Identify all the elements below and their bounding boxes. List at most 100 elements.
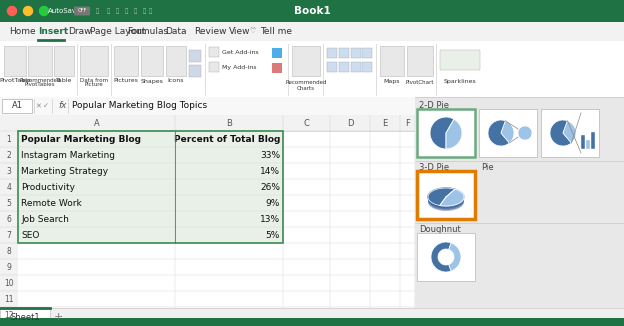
Text: Review: Review (194, 27, 227, 36)
Text: PivotChart: PivotChart (406, 80, 434, 84)
FancyBboxPatch shape (209, 62, 219, 72)
Text: A: A (94, 118, 99, 127)
Text: Marketing Strategy: Marketing Strategy (21, 167, 108, 175)
FancyBboxPatch shape (415, 97, 624, 326)
Text: Table: Table (56, 79, 72, 83)
FancyBboxPatch shape (74, 7, 90, 16)
Text: AutoSave: AutoSave (48, 8, 81, 14)
Wedge shape (446, 119, 462, 149)
FancyBboxPatch shape (2, 99, 32, 113)
Text: Pie: Pie (481, 162, 494, 171)
Text: 2-D Pie: 2-D Pie (419, 100, 449, 110)
Text: 2: 2 (7, 151, 11, 159)
Circle shape (39, 7, 49, 16)
FancyBboxPatch shape (417, 233, 475, 281)
Text: Job Search: Job Search (21, 215, 69, 224)
FancyBboxPatch shape (417, 171, 475, 219)
FancyBboxPatch shape (0, 318, 624, 326)
Text: Tell me: Tell me (260, 27, 292, 36)
Text: Book1: Book1 (294, 6, 330, 16)
FancyBboxPatch shape (380, 46, 404, 76)
FancyBboxPatch shape (272, 63, 282, 73)
Text: 6: 6 (7, 215, 11, 224)
Text: 12: 12 (4, 310, 14, 319)
Circle shape (24, 7, 32, 16)
Text: ⬜: ⬜ (95, 8, 99, 14)
Wedge shape (449, 243, 461, 271)
FancyBboxPatch shape (141, 46, 163, 76)
Text: Page Layout: Page Layout (90, 27, 145, 36)
Text: Picture: Picture (85, 82, 104, 86)
FancyBboxPatch shape (0, 308, 50, 326)
Text: Pictures: Pictures (114, 79, 139, 83)
Text: Popular Marketing Blog: Popular Marketing Blog (21, 135, 141, 143)
Text: fx: fx (58, 101, 67, 111)
Text: E: E (383, 118, 388, 127)
FancyBboxPatch shape (362, 48, 372, 58)
Text: Recommended: Recommended (285, 80, 327, 84)
Ellipse shape (428, 189, 464, 207)
Text: 26%: 26% (260, 183, 280, 191)
Text: Sparklines: Sparklines (444, 80, 476, 84)
Text: ✕: ✕ (35, 103, 41, 109)
Text: Icons: Icons (168, 79, 184, 83)
Wedge shape (431, 242, 451, 272)
FancyBboxPatch shape (417, 109, 475, 157)
Text: 8: 8 (7, 246, 11, 256)
FancyBboxPatch shape (0, 41, 624, 97)
Ellipse shape (428, 192, 464, 210)
Text: 5: 5 (7, 199, 11, 208)
Text: 3: 3 (7, 167, 11, 175)
Text: ⬜: ⬜ (134, 8, 137, 14)
Text: My Add-ins: My Add-ins (222, 65, 256, 69)
Text: 33%: 33% (260, 151, 280, 159)
Text: Home: Home (9, 27, 36, 36)
FancyBboxPatch shape (591, 132, 595, 149)
Text: Recommended: Recommended (19, 78, 61, 82)
Text: 5%: 5% (266, 230, 280, 240)
Text: SEO: SEO (21, 230, 39, 240)
Text: 11: 11 (4, 294, 14, 304)
FancyBboxPatch shape (407, 46, 433, 76)
FancyBboxPatch shape (189, 50, 201, 62)
FancyBboxPatch shape (586, 140, 590, 149)
Text: Productivity: Productivity (21, 183, 75, 191)
Text: ♡: ♡ (249, 28, 255, 35)
Wedge shape (563, 121, 576, 143)
Text: Insert: Insert (38, 27, 68, 36)
FancyBboxPatch shape (54, 46, 74, 76)
Wedge shape (518, 126, 532, 140)
Text: Formulas: Formulas (127, 27, 168, 36)
Text: Maps: Maps (384, 80, 400, 84)
Text: 13%: 13% (260, 215, 280, 224)
FancyBboxPatch shape (0, 308, 624, 326)
Text: ⬜: ⬜ (149, 8, 152, 14)
Text: Draw: Draw (68, 27, 92, 36)
Polygon shape (428, 188, 455, 205)
FancyBboxPatch shape (0, 115, 415, 326)
Text: F: F (405, 118, 410, 127)
FancyBboxPatch shape (351, 48, 361, 58)
FancyBboxPatch shape (479, 109, 537, 157)
FancyBboxPatch shape (0, 97, 624, 115)
FancyBboxPatch shape (166, 46, 186, 76)
FancyBboxPatch shape (80, 46, 108, 76)
Text: Percent of Total Blog: Percent of Total Blog (173, 135, 280, 143)
Text: Remote Work: Remote Work (21, 199, 82, 208)
Text: ⬜: ⬜ (106, 8, 110, 14)
FancyBboxPatch shape (351, 62, 361, 72)
Ellipse shape (428, 190, 464, 208)
Text: A1: A1 (11, 101, 22, 111)
Text: Instagram Marketing: Instagram Marketing (21, 151, 115, 159)
Text: 10: 10 (4, 278, 14, 288)
Text: 4: 4 (7, 183, 11, 191)
FancyBboxPatch shape (28, 46, 52, 76)
FancyBboxPatch shape (4, 46, 26, 76)
Text: View: View (229, 27, 250, 36)
Text: ⬜: ⬜ (115, 8, 119, 14)
Text: ✓: ✓ (43, 103, 49, 109)
FancyBboxPatch shape (339, 62, 349, 72)
FancyBboxPatch shape (541, 109, 599, 157)
Text: Popular Marketing Blog Topics: Popular Marketing Blog Topics (72, 101, 207, 111)
FancyBboxPatch shape (339, 48, 349, 58)
